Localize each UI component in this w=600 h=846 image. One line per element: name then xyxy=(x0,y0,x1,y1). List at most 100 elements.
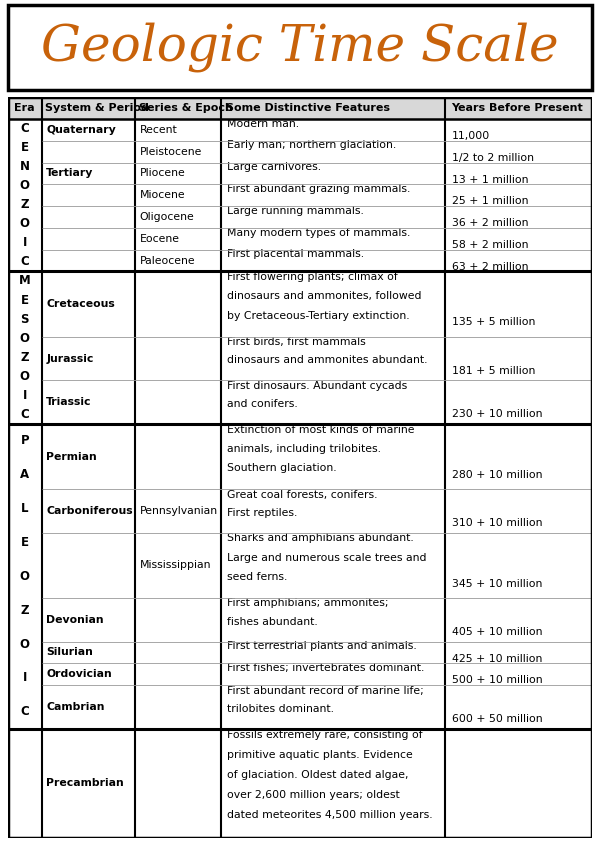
Text: Series & Epoch: Series & Epoch xyxy=(139,103,233,113)
Text: Large carnivores.: Large carnivores. xyxy=(227,162,321,173)
Text: 345 + 10 million: 345 + 10 million xyxy=(452,579,542,589)
Text: C: C xyxy=(20,255,29,268)
Text: Silurian: Silurian xyxy=(46,647,93,657)
Text: 1/2 to 2 million: 1/2 to 2 million xyxy=(452,153,534,162)
Text: O: O xyxy=(20,569,30,583)
Text: over 2,600 million years; oldest: over 2,600 million years; oldest xyxy=(227,790,400,800)
Text: Geologic Time Scale: Geologic Time Scale xyxy=(41,22,559,72)
Text: I: I xyxy=(23,389,27,402)
Text: Mississippian: Mississippian xyxy=(140,560,211,570)
Text: Southern glaciation.: Southern glaciation. xyxy=(227,463,337,473)
Text: E: E xyxy=(21,536,29,549)
Text: C: C xyxy=(20,408,29,420)
Text: 11,000: 11,000 xyxy=(452,131,490,141)
Text: by Cretaceous-Tertiary extinction.: by Cretaceous-Tertiary extinction. xyxy=(227,310,410,321)
Text: 425 + 10 million: 425 + 10 million xyxy=(452,654,542,663)
Text: Eocene: Eocene xyxy=(140,233,180,244)
Text: Some Distinctive Features: Some Distinctive Features xyxy=(226,103,390,113)
Text: dinosaurs and ammonites, followed: dinosaurs and ammonites, followed xyxy=(227,291,421,301)
Text: First terrestrial plants and animals.: First terrestrial plants and animals. xyxy=(227,641,417,651)
Text: 280 + 10 million: 280 + 10 million xyxy=(452,470,542,480)
Text: Early man; northern glaciation.: Early man; northern glaciation. xyxy=(227,140,396,151)
Text: O: O xyxy=(20,217,30,230)
Text: seed ferns.: seed ferns. xyxy=(227,572,287,582)
Bar xyxy=(8,5,592,91)
Text: Precambrian: Precambrian xyxy=(46,778,124,788)
Text: 600 + 50 million: 600 + 50 million xyxy=(452,714,542,724)
Text: trilobites dominant.: trilobites dominant. xyxy=(227,704,334,714)
Text: 25 + 1 million: 25 + 1 million xyxy=(452,196,529,206)
Text: First abundant record of marine life;: First abundant record of marine life; xyxy=(227,685,424,695)
Text: 36 + 2 million: 36 + 2 million xyxy=(452,218,529,228)
Text: Cretaceous: Cretaceous xyxy=(46,299,115,309)
Text: 310 + 10 million: 310 + 10 million xyxy=(452,518,542,528)
Text: 63 + 2 million: 63 + 2 million xyxy=(452,261,529,272)
Text: Many modern types of mammals.: Many modern types of mammals. xyxy=(227,228,410,238)
Text: First reptiles.: First reptiles. xyxy=(227,508,298,518)
Text: Fossils extremely rare, consisting of: Fossils extremely rare, consisting of xyxy=(227,730,422,739)
Text: Jurassic: Jurassic xyxy=(46,354,94,364)
Text: primitive aquatic plants. Evidence: primitive aquatic plants. Evidence xyxy=(227,750,413,760)
Text: E: E xyxy=(21,141,29,154)
Text: Sharks and amphibians abundant.: Sharks and amphibians abundant. xyxy=(227,534,414,543)
Bar xyxy=(8,97,592,119)
Text: Cambrian: Cambrian xyxy=(46,702,105,711)
Text: I: I xyxy=(23,236,27,250)
Text: Oligocene: Oligocene xyxy=(140,212,194,222)
Text: Miocene: Miocene xyxy=(140,190,185,201)
Text: Z: Z xyxy=(20,351,29,364)
Text: Pliocene: Pliocene xyxy=(140,168,185,179)
Text: C: C xyxy=(20,706,29,718)
Text: 58 + 2 million: 58 + 2 million xyxy=(452,240,529,250)
Text: First birds, first mammals: First birds, first mammals xyxy=(227,338,366,347)
Text: Z: Z xyxy=(20,604,29,617)
Text: 181 + 5 million: 181 + 5 million xyxy=(452,365,535,376)
Text: Z: Z xyxy=(20,198,29,212)
Text: Pleistocene: Pleistocene xyxy=(140,146,202,157)
Text: First abundant grazing mammals.: First abundant grazing mammals. xyxy=(227,184,410,194)
Text: First flowering plants; climax of: First flowering plants; climax of xyxy=(227,272,398,283)
Text: Ordovician: Ordovician xyxy=(46,669,112,679)
Text: First placental mammals.: First placental mammals. xyxy=(227,250,364,260)
Text: Triassic: Triassic xyxy=(46,397,92,407)
Text: Quaternary: Quaternary xyxy=(46,125,116,135)
Text: Tertiary: Tertiary xyxy=(46,168,94,179)
Text: First fishes; invertebrates dominant.: First fishes; invertebrates dominant. xyxy=(227,663,424,673)
Text: P: P xyxy=(20,434,29,448)
Text: 135 + 5 million: 135 + 5 million xyxy=(452,317,535,327)
Text: Devonian: Devonian xyxy=(46,615,104,625)
Text: dinosaurs and ammonites abundant.: dinosaurs and ammonites abundant. xyxy=(227,355,427,365)
Text: O: O xyxy=(20,638,30,651)
Text: N: N xyxy=(20,160,30,173)
Text: First dinosaurs. Abundant cycads: First dinosaurs. Abundant cycads xyxy=(227,381,407,391)
Text: C: C xyxy=(20,122,29,135)
Text: System & Period: System & Period xyxy=(45,103,149,113)
Text: A: A xyxy=(20,468,29,481)
Text: First amphibians; ammonites;: First amphibians; ammonites; xyxy=(227,598,388,608)
Text: L: L xyxy=(21,502,28,515)
Text: E: E xyxy=(21,294,29,306)
Text: Modern man.: Modern man. xyxy=(227,118,299,129)
Text: Large and numerous scale trees and: Large and numerous scale trees and xyxy=(227,552,427,563)
Text: Era: Era xyxy=(14,103,35,113)
Text: 405 + 10 million: 405 + 10 million xyxy=(452,627,542,637)
Text: O: O xyxy=(20,370,30,382)
Text: Paleocene: Paleocene xyxy=(140,255,196,266)
Text: of glaciation. Oldest dated algae,: of glaciation. Oldest dated algae, xyxy=(227,770,409,780)
Text: S: S xyxy=(20,312,29,326)
Text: and conifers.: and conifers. xyxy=(227,399,298,409)
Text: Pennsylvanian: Pennsylvanian xyxy=(140,506,218,516)
Text: Years Before Present: Years Before Present xyxy=(451,103,583,113)
Text: dated meteorites 4,500 million years.: dated meteorites 4,500 million years. xyxy=(227,810,433,821)
Text: M: M xyxy=(19,274,31,288)
Text: Carboniferous: Carboniferous xyxy=(46,506,133,516)
Text: I: I xyxy=(23,672,27,684)
Text: 13 + 1 million: 13 + 1 million xyxy=(452,174,529,184)
Text: 230 + 10 million: 230 + 10 million xyxy=(452,409,542,420)
Text: Great coal forests, conifers.: Great coal forests, conifers. xyxy=(227,490,377,500)
Text: 500 + 10 million: 500 + 10 million xyxy=(452,675,542,685)
Text: O: O xyxy=(20,332,30,344)
Text: Large running mammals.: Large running mammals. xyxy=(227,206,364,216)
Text: fishes abundant.: fishes abundant. xyxy=(227,617,318,627)
Text: O: O xyxy=(20,179,30,192)
